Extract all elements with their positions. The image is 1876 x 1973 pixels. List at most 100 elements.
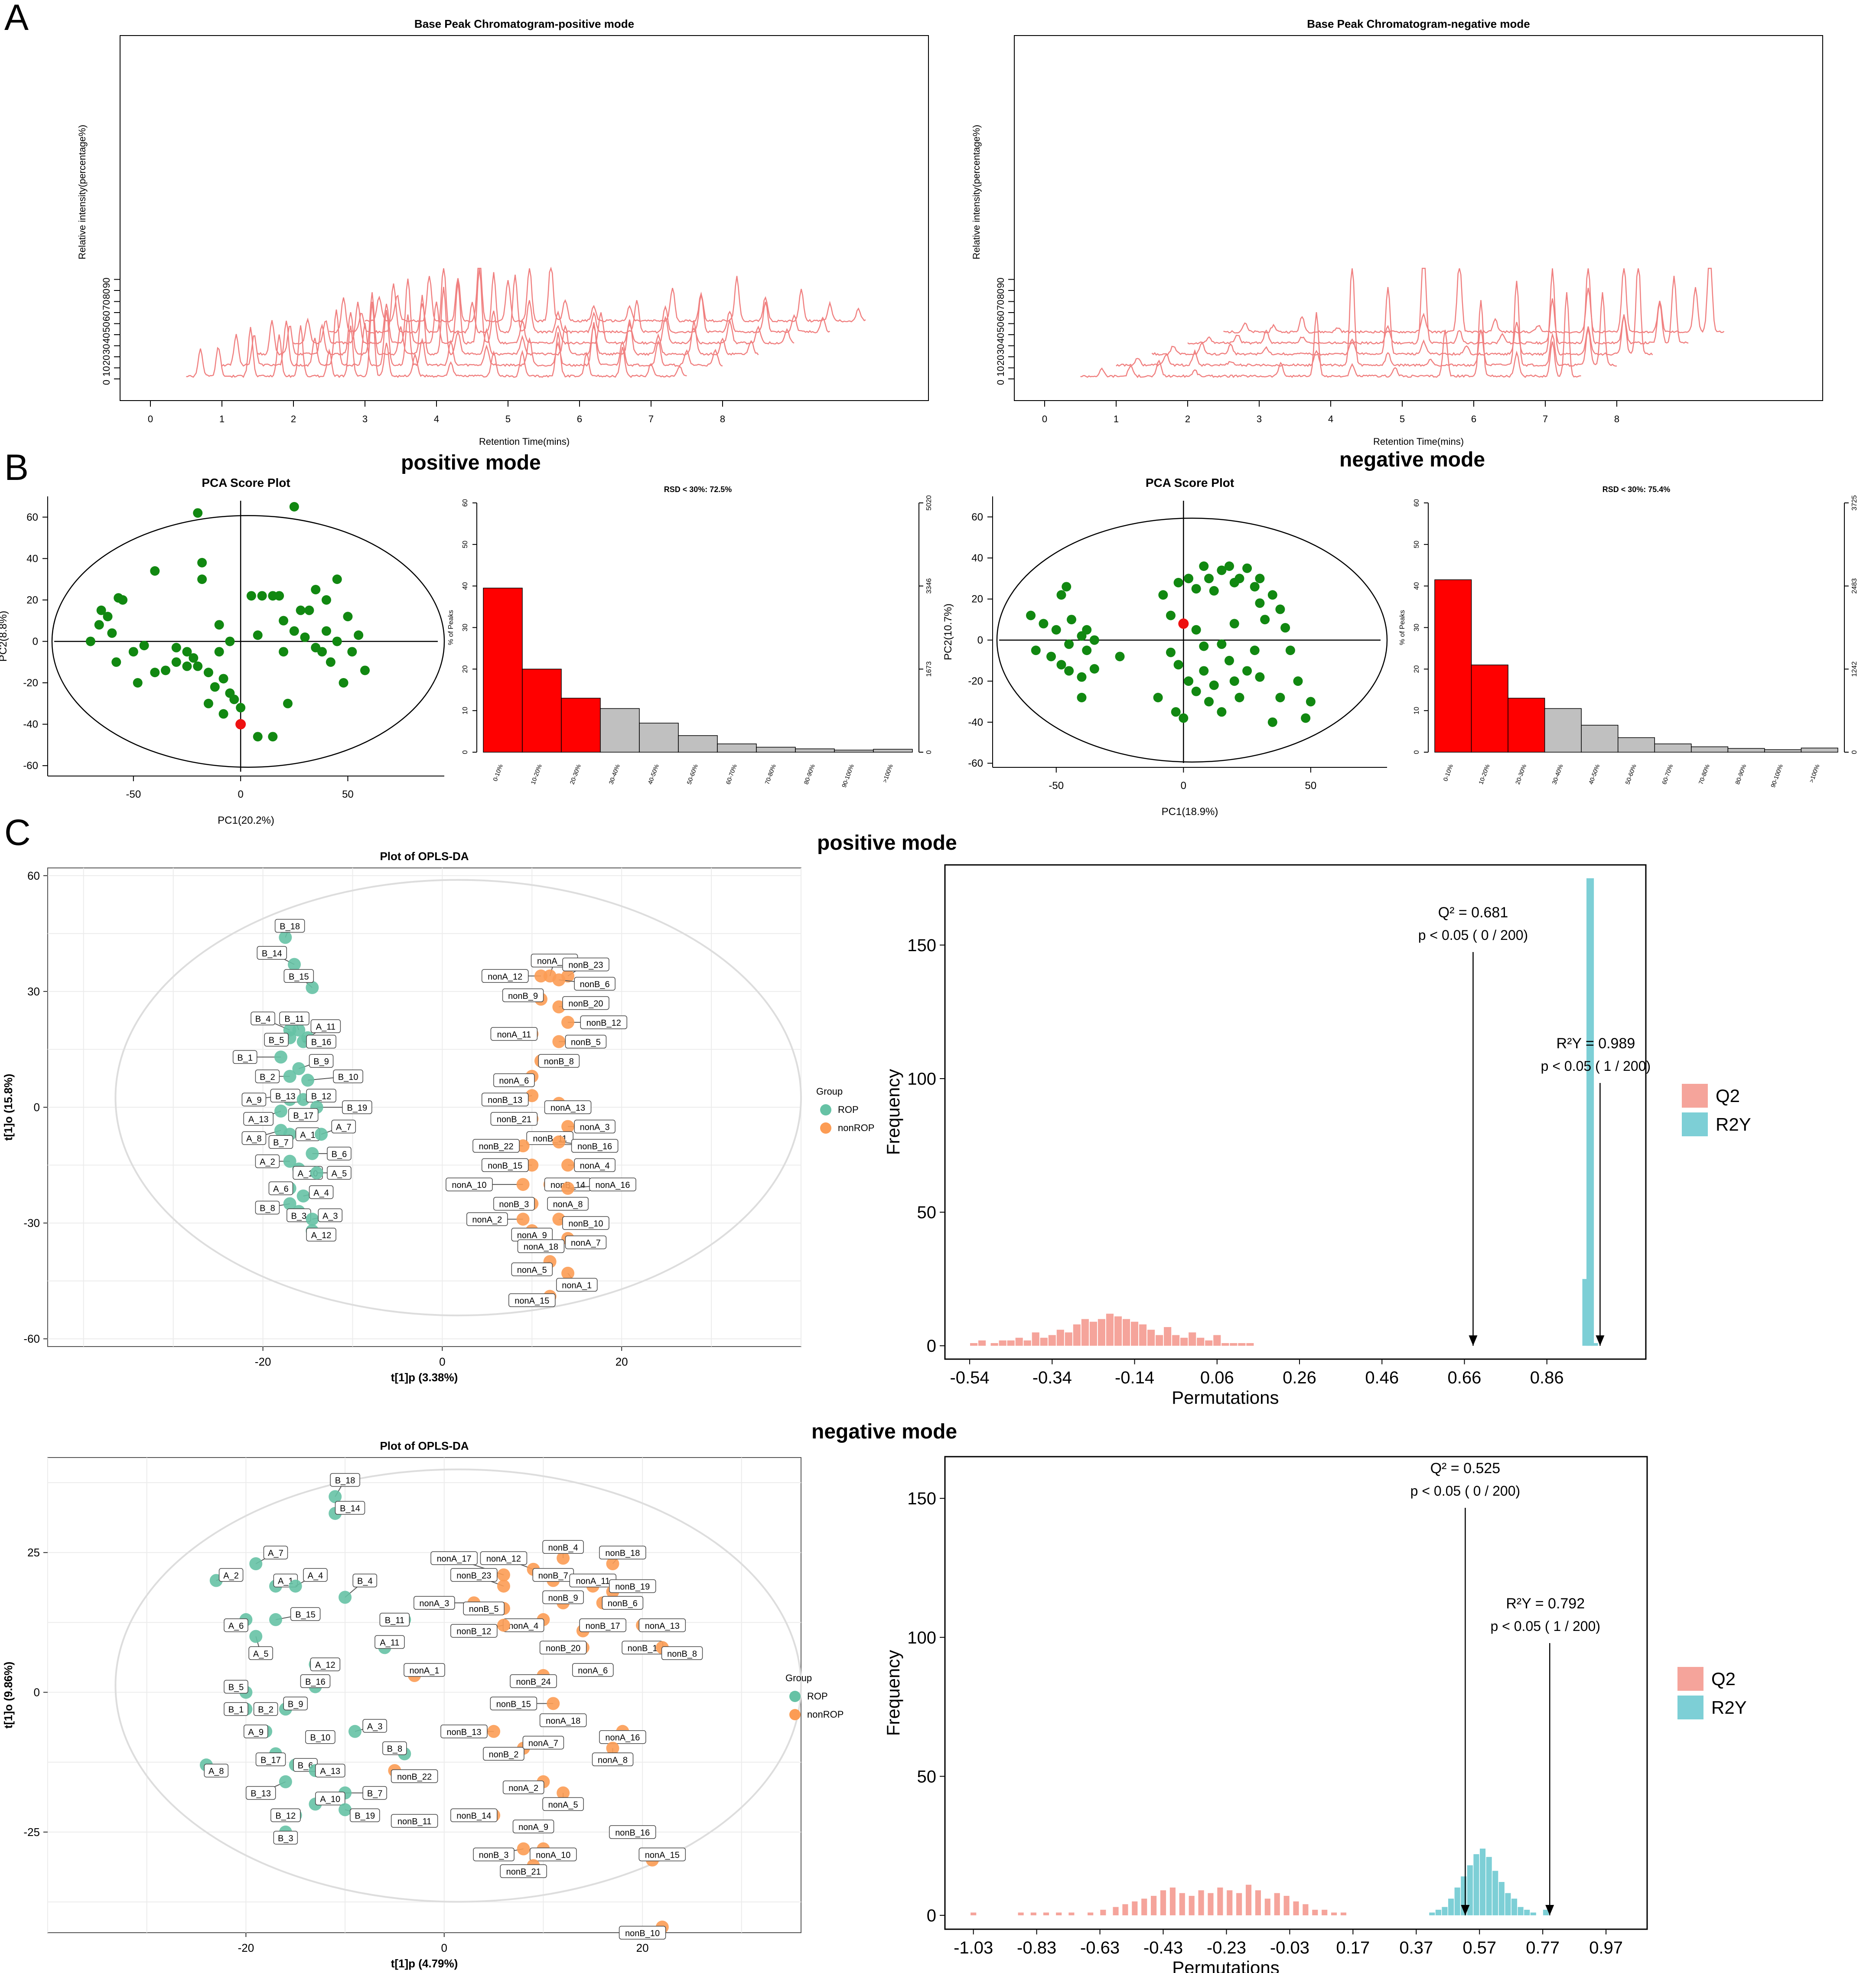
perm_pos-q2-bar [1246,1343,1254,1346]
oplsda_neg-sample-label: nonB_12 [456,1627,491,1637]
mode-title-b-positive: positive mode [401,451,541,474]
bpc_neg-xtick-label: 0 [1042,414,1047,424]
pca_pos-sample-point [161,665,171,675]
oplsda_pos-nonrop-point [552,1213,566,1226]
perm_pos-q2-bar [1189,1332,1196,1346]
perm_neg-legend-swatch [1677,1667,1703,1691]
rsd_pos-ytick-label: 20 [462,665,469,673]
pca_neg-ylabel: PC2(10.7%) [942,603,954,660]
pca_pos-sample-point [150,668,160,678]
oplsda_neg-sample-label: A_7 [268,1549,283,1558]
panel-letter-b: B [4,447,29,488]
oplsda_neg-nonrop-point [606,1741,619,1755]
rsd_pos-category-label: 60-70% [724,763,738,786]
oplsda_neg-sample-label: B_1 [228,1705,244,1715]
oplsda_pos-sample-label-box [306,1034,336,1049]
oplsda_pos-sample-label-box [309,1185,334,1199]
oplsda_pos-sample-label: nonA_9 [517,1231,547,1240]
oplsda_pos-nonrop-point [552,1135,566,1149]
pca_neg-sample-point [1166,647,1176,657]
pca_pos-sample-point [193,508,203,518]
pca_pos-sample-point [197,574,207,584]
oplsda_pos-rop-point [306,981,319,994]
oplsda_neg-sample-label: nonB_1 [628,1644,658,1653]
rsd_neg-bar [1581,724,1619,753]
oplsda_neg-sample-label: nonB_8 [667,1649,697,1659]
oplsda_neg-sample-label: nonB_9 [548,1593,578,1603]
pca_pos-sample-point [203,668,213,678]
perm_neg-q2-bar [1068,1912,1075,1915]
oplsda_pos-sample-label-box [571,1139,619,1153]
perm_neg-xtick-label: 0.57 [1462,1938,1496,1957]
perm_neg-q2-bar [1189,1896,1195,1915]
oplsda_pos-ytick-label: -60 [23,1332,40,1345]
rsd_pos-bar [561,698,601,753]
bpc_neg-trace [1151,268,1653,356]
bpc_pos-ytick-label: 10 [101,366,112,376]
oplsda_neg-sample-label-box [542,1590,584,1604]
pca_neg-sample-point [1199,641,1209,651]
oplsda_pos-legend-label: nonROP [838,1122,874,1133]
bpc_neg-ytick-label: 90 [995,277,1006,288]
bpc_pos-trace [221,309,723,367]
perm_neg-q2-bar [1113,1907,1119,1915]
oplsda_neg-sample-label: nonA_6 [578,1666,608,1676]
oplsda_pos-sample-label: B_7 [273,1138,289,1148]
oplsda_pos-sample-label: B_6 [332,1150,347,1159]
oplsda_pos-sample-label: A_13 [248,1115,269,1125]
pca_neg-title: PCA Score Plot [1146,476,1234,489]
oplsda_pos-rop-point [315,1128,328,1141]
pca_neg-sample-point [1209,586,1219,596]
oplsda_neg-sample-label: A_11 [380,1638,399,1648]
oplsda_neg-sample-label-box [273,1831,298,1845]
oplsda_neg-sample-label: B_18 [335,1476,355,1486]
pca_pos-sample-point [289,502,299,512]
oplsda_neg-sample-label: A_6 [228,1621,244,1631]
pca_pos-ytick-label: -40 [23,719,38,730]
pca_pos-sample-point [182,661,192,671]
oplsda_neg-nonrop-point [497,1618,510,1632]
pca_pos-sample-point [225,636,235,646]
oplsda_pos-sample-label: A_7 [336,1123,352,1132]
oplsda_neg-sample-label: B_17 [261,1755,281,1765]
oplsda_neg-sample-label-box [224,1618,248,1632]
perm_pos-xtick-label: 0.86 [1530,1368,1564,1387]
oplsda_pos-sample-label-box [279,1011,309,1025]
oplsda_neg-sample-label-box [255,1752,286,1767]
oplsda_neg-sample-label: nonA_4 [508,1621,538,1631]
oplsda_neg-sample-label-box [303,1568,328,1582]
oplsda_pos-sample-label-box [268,1135,293,1149]
oplsda_pos-sample-label: A_8 [246,1134,262,1144]
oplsda_pos-sample-label: B_12 [311,1092,332,1101]
rsd_neg-bar [1764,749,1802,753]
oplsda_neg-sample-label: nonB_5 [469,1604,499,1614]
rsd_pos-category-label: 0-10% [492,763,504,783]
pca_pos-ytick-label: -20 [23,677,38,689]
oplsda_neg-sample-label-box [430,1551,478,1565]
pca_neg-sample-point [1217,565,1227,575]
oplsda_neg-sample-label-box [382,1741,407,1755]
perm_neg-q2-bar [1340,1912,1347,1915]
oplsda_pos-sample-label-box [574,1119,616,1134]
perm_neg-r2y-bar [1530,1912,1536,1915]
oplsda_neg-sample-label-box [350,1808,380,1822]
oplsda_neg-rop-point [279,1775,292,1788]
pca_neg-sample-point [1267,717,1277,727]
oplsda_pos-sample-label-box [481,1158,529,1172]
perm_pos-q2-p: p < 0.05 ( 0 / 200) [1418,927,1528,943]
bpc_pos-xtick-label: 0 [148,414,153,424]
pca_pos-qc-point [235,719,246,730]
oplsda_neg-rop-point [339,1591,352,1604]
perm_neg-xtick-label: 0.17 [1336,1938,1370,1957]
oplsda_neg-sample-label-box [330,1473,360,1487]
perm_neg-q2-bar [1179,1893,1185,1915]
oplsda_pos-sample-label-box [544,1100,592,1114]
pca_pos-ellipse [51,515,445,768]
rsd_pos-bar [834,750,874,753]
oplsda_neg-sample-label: B_9 [288,1699,303,1709]
pca_neg-ytick-label: -40 [968,717,983,728]
oplsda_pos-sample-label: nonB_9 [508,991,538,1001]
oplsda_pos-sample-label-box [562,996,609,1010]
perm_neg-q2-bar [1018,1912,1024,1915]
rsd_neg-category-label: 90-100% [1769,763,1784,789]
